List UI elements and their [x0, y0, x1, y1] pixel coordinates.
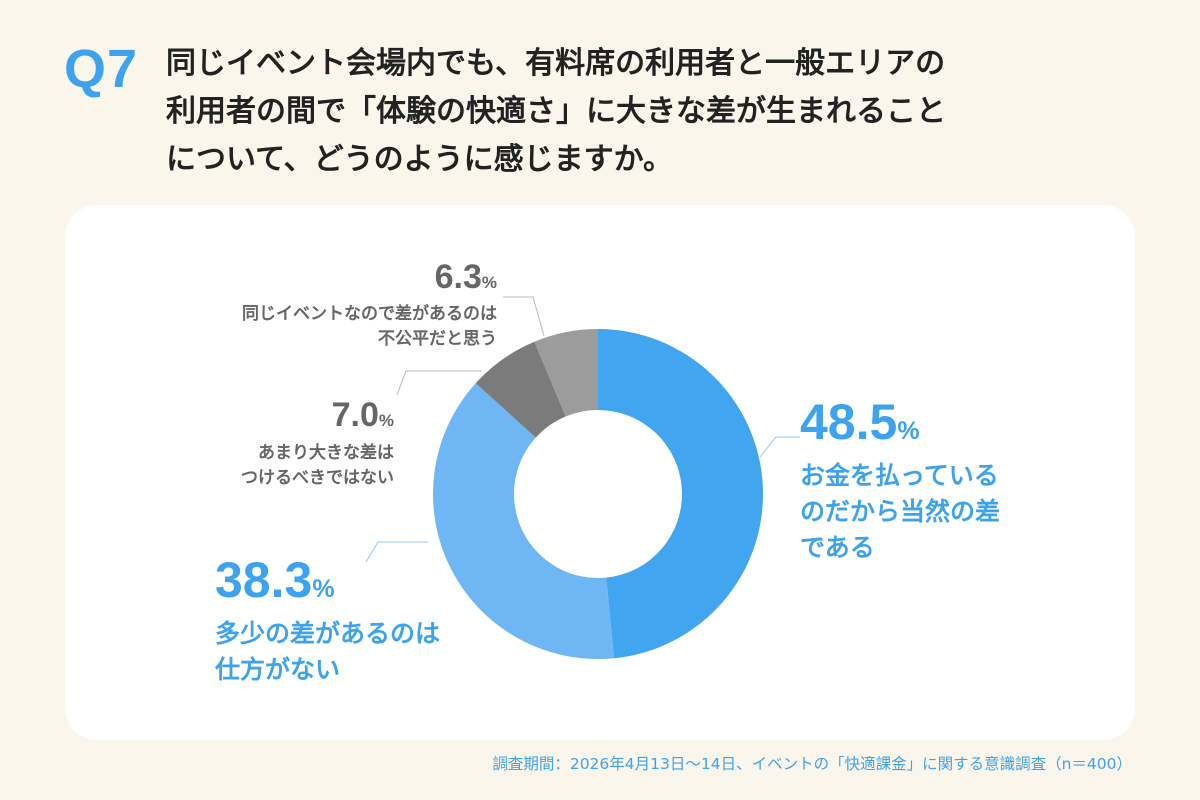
title-line: 利用者の間で「体験の快適さ」に大きな差が生まれること	[166, 94, 946, 129]
donut-slice-1	[433, 383, 615, 659]
slice-label-1: 38.3% 多少の差があるのは 仕方がない	[215, 552, 441, 684]
slice-label-3: 6.3% 同じイベントなので差があるのは 不公平だと思う	[242, 258, 497, 349]
question-number: Q7	[64, 39, 139, 99]
leader-lines	[365, 296, 800, 563]
title-line: について、どうのように感じますか。	[166, 142, 673, 177]
leader-line-0	[759, 436, 800, 458]
donut-slice-3	[534, 329, 598, 417]
value-label: 38.3	[215, 552, 313, 608]
leader-line-1	[365, 541, 428, 563]
leader-line-3	[503, 296, 545, 337]
value-label: 6.3	[434, 258, 482, 296]
donut-slice-2	[475, 341, 566, 438]
donut-slice-0	[598, 329, 763, 659]
question-title: 同じイベント会場内でも、有料席の利用者と一般エリアの 利用者の間で「体験の快適さ…	[166, 40, 1146, 184]
slice-label-2: 7.0% あまり大きな差は つけるべきではない	[241, 396, 394, 488]
title-line: 同じイベント会場内でも、有料席の利用者と一般エリアの	[166, 46, 946, 81]
footnote: 調査期間：2026年4月13日～14日、イベントの「快適課金」に関する意識調査（…	[492, 755, 1132, 773]
value-label: 48.5	[800, 394, 898, 450]
slice-label-0: 48.5% お金を払っている のだから当然の差 である	[800, 394, 1001, 562]
value-label: 7.0	[331, 396, 379, 434]
leader-line-2	[396, 370, 482, 396]
